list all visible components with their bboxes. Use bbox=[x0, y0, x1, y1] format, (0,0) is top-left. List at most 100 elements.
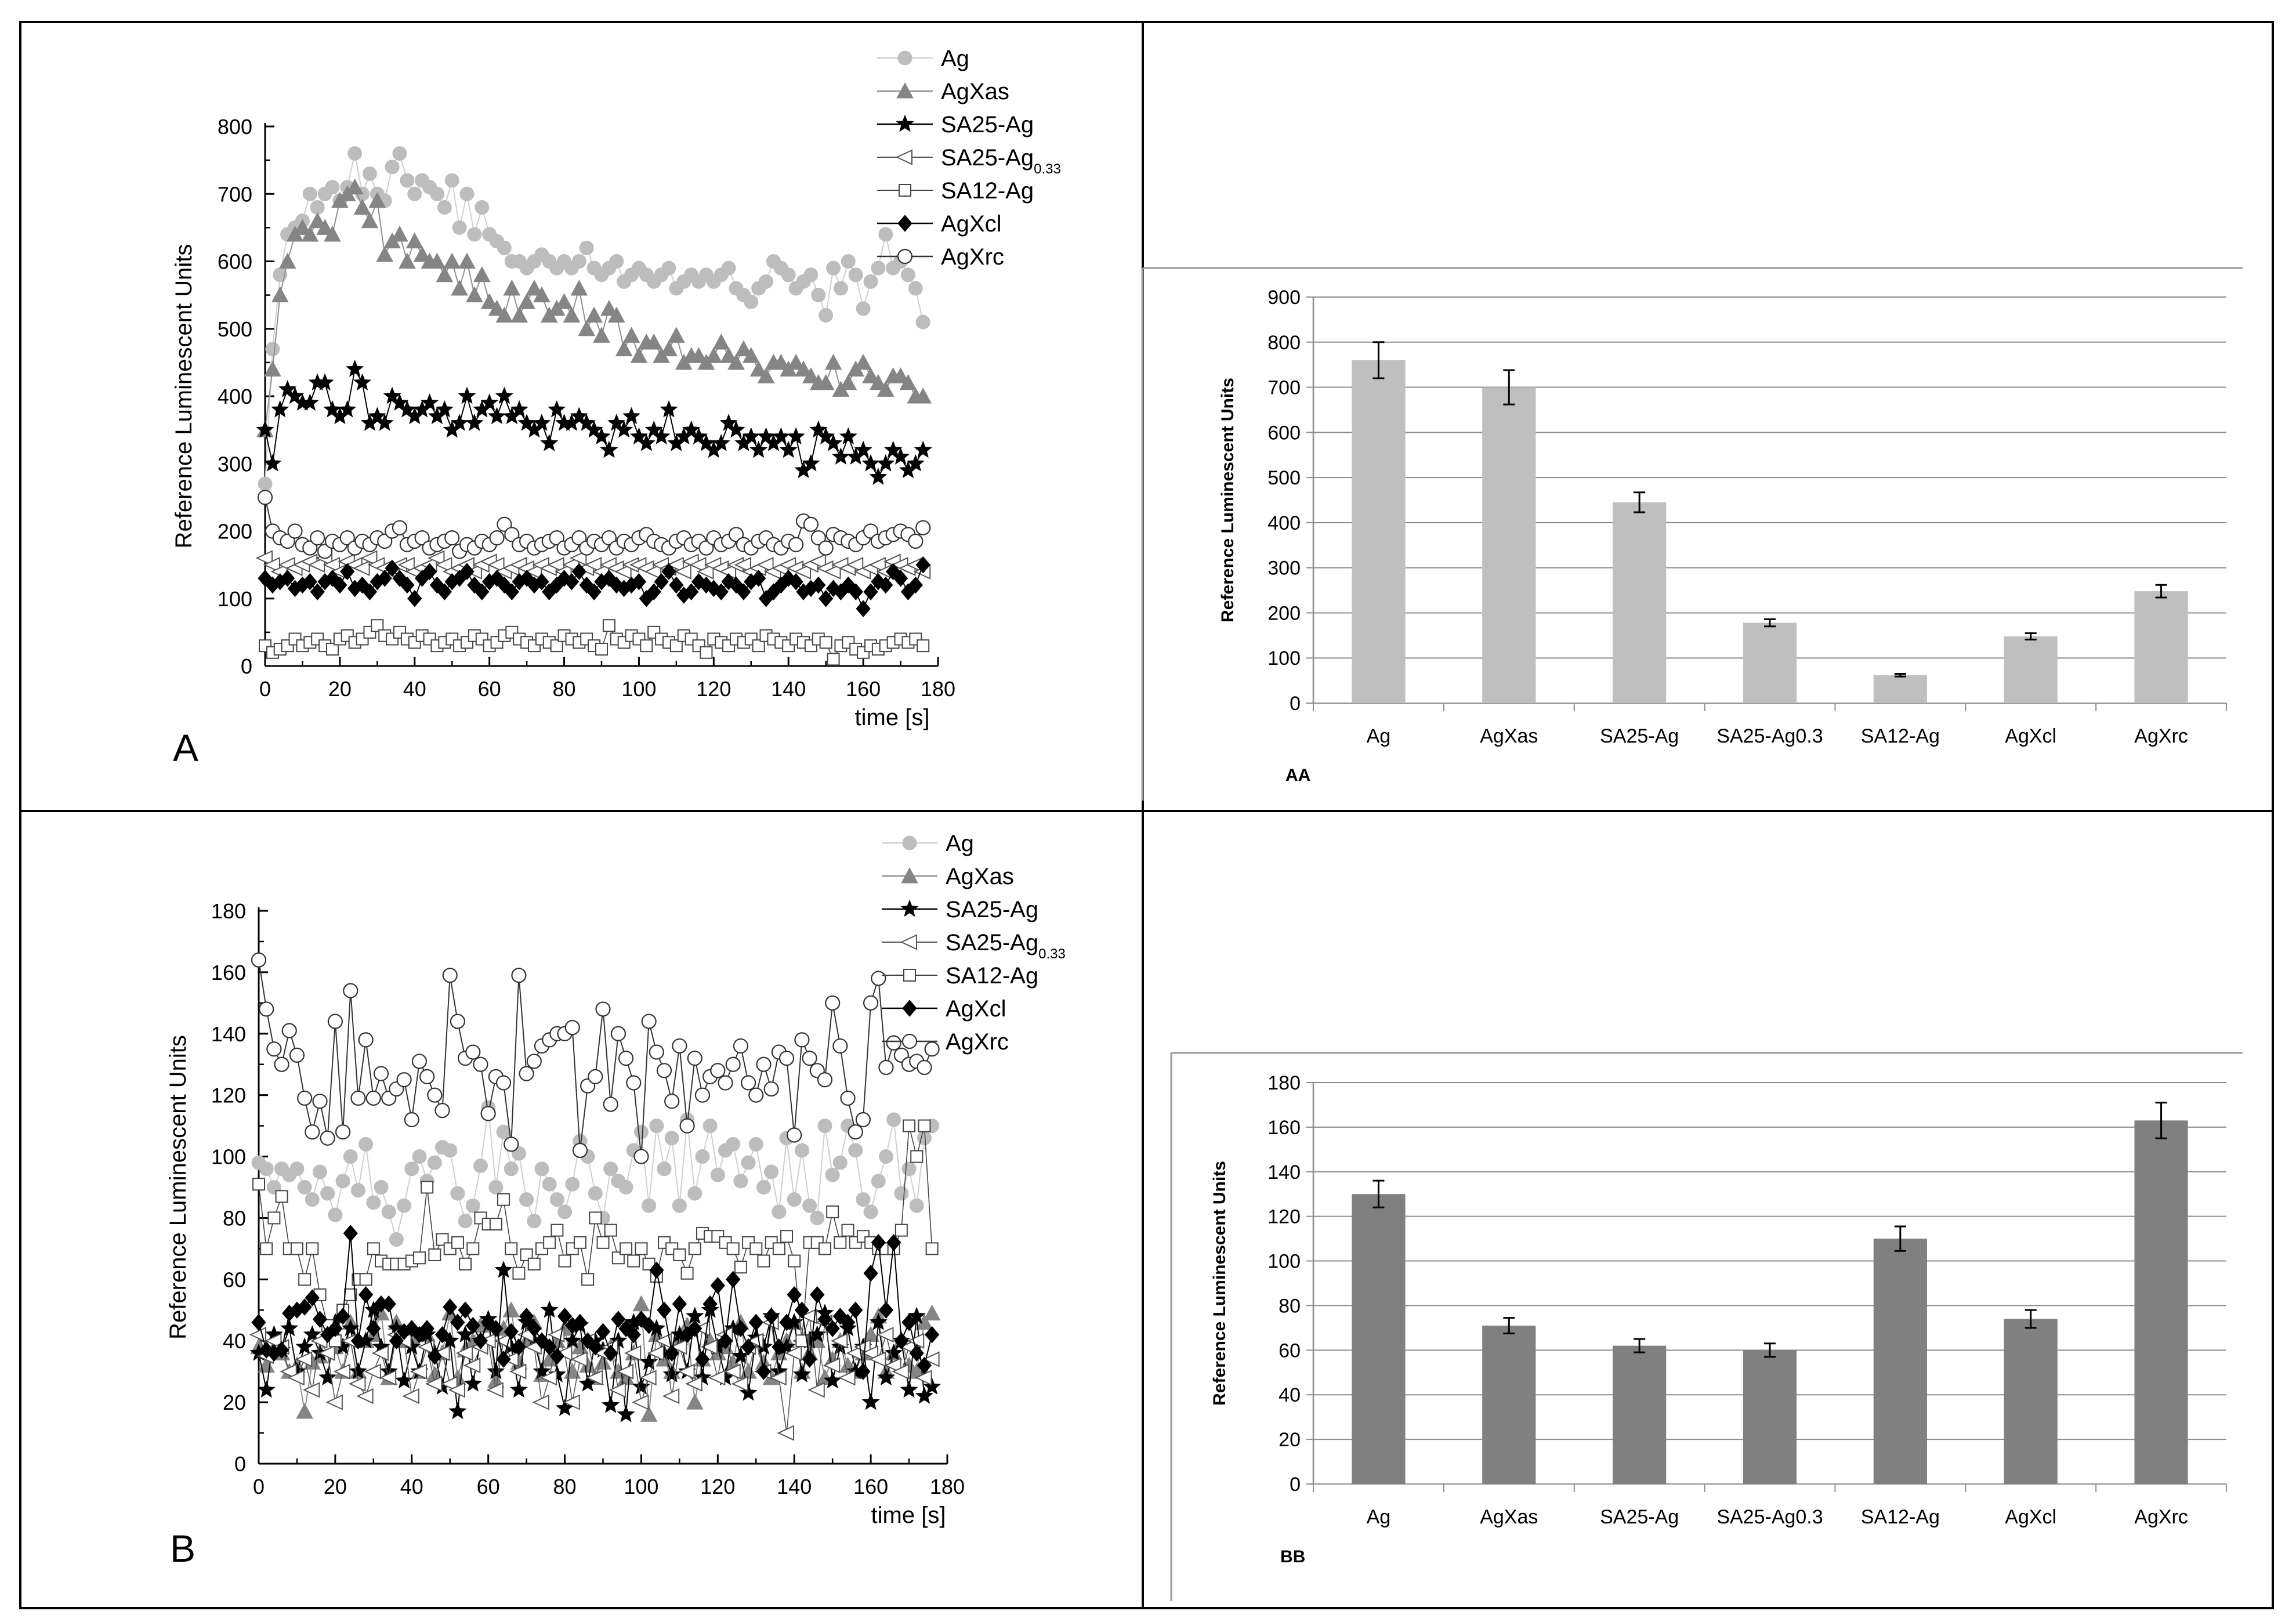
bar-sa12-ag bbox=[1873, 675, 1927, 703]
point-sa12-ag bbox=[359, 1273, 372, 1286]
point-sa25-ag bbox=[602, 1396, 620, 1413]
point-agxas bbox=[473, 266, 491, 283]
y-tick-label: 60 bbox=[223, 1268, 246, 1291]
point-sa12-ag bbox=[780, 1230, 794, 1243]
point-sa12-ag bbox=[367, 1242, 380, 1255]
point-agxas bbox=[757, 367, 775, 383]
point-agxas bbox=[593, 327, 610, 343]
point-sa12-ag bbox=[602, 619, 615, 632]
point-ag bbox=[450, 1186, 465, 1201]
point-sa25-ag bbox=[914, 440, 932, 458]
x-tick-label: 160 bbox=[853, 1475, 888, 1498]
point-agxcl bbox=[450, 1313, 465, 1331]
point-agxrc bbox=[310, 530, 325, 546]
point-ag bbox=[458, 1214, 473, 1229]
point-agxcl bbox=[475, 583, 490, 600]
point-ag bbox=[444, 173, 459, 188]
point-ag bbox=[571, 254, 586, 269]
category-label: AgXas bbox=[1480, 1506, 1538, 1528]
point-sa25-ag0-33 bbox=[697, 563, 714, 580]
point-ag bbox=[848, 1143, 863, 1158]
x-tick-label: 0 bbox=[259, 677, 271, 701]
y-axis-label: Reference Luminescent Units bbox=[1218, 378, 1237, 622]
point-ag bbox=[392, 146, 407, 161]
y-tick-label: 60 bbox=[1279, 1340, 1301, 1362]
point-sa25-ag bbox=[280, 1319, 299, 1337]
y-tick-label: 700 bbox=[1267, 377, 1301, 399]
y-tick-label: 40 bbox=[1279, 1384, 1301, 1406]
point-sa25-ag0-33 bbox=[667, 557, 684, 573]
point-sa25-ag0-33 bbox=[417, 1339, 435, 1355]
point-agxrc bbox=[414, 530, 430, 546]
point-sa12-ag bbox=[752, 639, 765, 653]
point-sa25-ag bbox=[617, 1405, 635, 1422]
point-sa25-ag0-33 bbox=[731, 1376, 748, 1392]
y-tick-label: 300 bbox=[1267, 558, 1301, 580]
point-agxcl bbox=[573, 1313, 588, 1331]
point-ag bbox=[335, 1174, 350, 1189]
y-tick-label: 160 bbox=[211, 961, 246, 984]
point-ag bbox=[841, 254, 856, 269]
point-ag bbox=[603, 1161, 618, 1177]
legend-marker bbox=[903, 969, 916, 982]
point-sa25-ag bbox=[338, 400, 357, 418]
point-agxcl bbox=[687, 1320, 702, 1337]
point-sa25-ag bbox=[915, 1387, 934, 1404]
point-agxrc bbox=[320, 1130, 335, 1146]
point-sa25-ag bbox=[318, 1368, 337, 1386]
point-agxcl bbox=[340, 563, 355, 581]
point-agxcl bbox=[419, 1320, 434, 1337]
point-agxcl bbox=[381, 1295, 396, 1313]
point-sa25-ag0-33 bbox=[353, 560, 370, 577]
point-sa12-ag bbox=[925, 1242, 939, 1255]
legend-label: AgXas bbox=[941, 79, 1009, 104]
bar-ag bbox=[1352, 1194, 1406, 1484]
point-ag bbox=[366, 1195, 381, 1210]
point-sa25-ag0-33 bbox=[868, 557, 886, 573]
point-ag bbox=[381, 1204, 396, 1219]
point-sa25-ag0-33 bbox=[302, 1382, 320, 1398]
point-agxas bbox=[480, 293, 498, 309]
point-ag bbox=[781, 267, 796, 283]
point-agxcl bbox=[654, 573, 669, 591]
point-agxrc bbox=[511, 968, 527, 983]
point-agxas bbox=[570, 279, 588, 296]
point-agxas bbox=[600, 299, 618, 316]
point-agxrc bbox=[748, 1087, 764, 1103]
point-sa25-ag0-33 bbox=[609, 1382, 626, 1398]
point-agxas bbox=[368, 191, 386, 208]
point-agxas bbox=[735, 340, 752, 357]
point-ag bbox=[347, 146, 363, 161]
point-agxas bbox=[510, 306, 528, 323]
legend-label: AgXrc bbox=[941, 244, 1004, 270]
point-sa12-ag bbox=[451, 1236, 464, 1249]
point-agxas bbox=[353, 198, 371, 215]
point-agxas bbox=[862, 367, 879, 383]
point-agxcl bbox=[657, 1301, 672, 1319]
point-ag bbox=[741, 1155, 756, 1170]
point-sa25-ag0-33 bbox=[494, 1333, 512, 1349]
point-sa25-ag bbox=[263, 454, 282, 472]
category-label: AgXrc bbox=[2134, 1506, 2188, 1528]
point-sa12-ag bbox=[895, 1224, 908, 1237]
point-sa25-ag bbox=[353, 373, 372, 391]
point-agxas bbox=[309, 212, 327, 229]
point-agxrc bbox=[740, 1075, 756, 1091]
point-sa25-ag0-33 bbox=[280, 1363, 297, 1380]
point-agxcl bbox=[661, 563, 676, 581]
point-agxcl bbox=[389, 1332, 404, 1349]
point-sa25-ag0-33 bbox=[644, 563, 662, 580]
point-agxcl bbox=[385, 559, 400, 577]
point-sa25-ag bbox=[295, 1337, 314, 1355]
point-agxrc bbox=[656, 1063, 672, 1078]
point-agxrc bbox=[649, 1044, 664, 1060]
point-sa25-ag0-33 bbox=[777, 1425, 795, 1441]
legend-marker bbox=[900, 899, 919, 917]
point-agxas bbox=[690, 347, 708, 363]
point-agxrc bbox=[427, 1087, 443, 1103]
point-agxas bbox=[854, 353, 872, 370]
point-sa25-ag0-33 bbox=[539, 1370, 557, 1386]
point-agxrc bbox=[825, 995, 841, 1011]
point-agxcl bbox=[901, 1313, 917, 1331]
point-sa25-ag bbox=[823, 1371, 842, 1389]
